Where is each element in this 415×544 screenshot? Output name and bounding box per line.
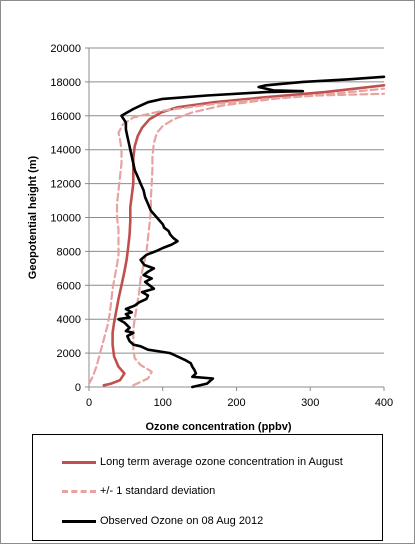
y-tick-label-5: 10000 — [50, 213, 81, 225]
legend-item-std-dev: +/- 1 standard deviation — [33, 481, 215, 501]
series-observed-line — [117, 75, 386, 389]
y-tick-label-1: 2000 — [57, 348, 81, 360]
legend-swatch-observed — [62, 519, 96, 523]
y-tick-label-6: 12000 — [50, 179, 81, 191]
y-tick-label-8: 16000 — [50, 111, 81, 123]
series-lines — [87, 75, 386, 389]
y-tick-label-0: 0 — [75, 382, 81, 394]
legend-item-observed: Observed Ozone on 08 Aug 2012 — [33, 511, 263, 531]
x-tick-label-4: 400 — [375, 397, 393, 409]
x-tick-label-0: 0 — [86, 397, 92, 409]
legend-swatch-average — [62, 460, 96, 464]
x-tick-label-2: 200 — [227, 397, 245, 409]
legend-swatch-std-dev — [62, 489, 96, 493]
series-average-line — [102, 84, 386, 387]
x-axis-title: Ozone concentration (ppbv) — [145, 421, 291, 433]
y-tick-label-3: 6000 — [57, 280, 81, 292]
axes — [88, 48, 384, 388]
y-tick-label-7: 14000 — [50, 145, 81, 157]
x-tick-label-1: 100 — [154, 397, 172, 409]
legend-label-std-dev: +/- 1 standard deviation — [100, 485, 216, 497]
legend-label-average: Long term average ozone concentration in… — [100, 456, 343, 468]
tick-labels: 0200040006000800010000120001400016000180… — [50, 43, 393, 409]
y-tick-label-2: 4000 — [57, 314, 81, 326]
legend: Long term average ozone concentration in… — [32, 434, 383, 541]
y-axis-title: Geopotential height (m) — [27, 155, 39, 279]
y-tick-label-4: 8000 — [57, 246, 81, 258]
legend-item-average: Long term average ozone concentration in… — [33, 452, 343, 472]
legend-label-observed: Observed Ozone on 08 Aug 2012 — [100, 515, 264, 527]
x-tick-label-3: 300 — [301, 397, 319, 409]
y-tick-label-9: 18000 — [50, 77, 81, 89]
y-tick-label-10: 20000 — [50, 43, 81, 55]
series-std-lower-line — [87, 92, 386, 385]
series-std-upper-line — [132, 87, 386, 387]
